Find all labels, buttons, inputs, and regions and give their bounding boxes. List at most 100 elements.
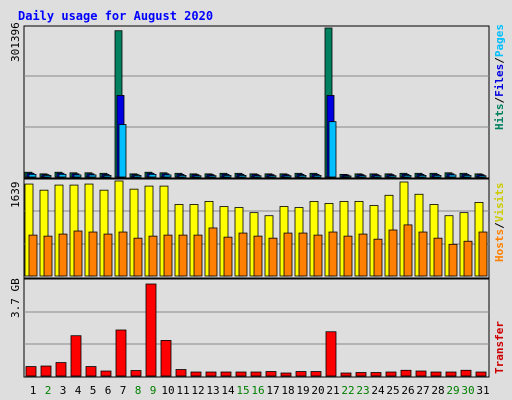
hits-bars <box>24 27 487 178</box>
day-label: 3 <box>60 384 67 397</box>
transfer-bar <box>460 369 472 377</box>
transfer-bar <box>115 329 127 377</box>
hosts-bar <box>163 234 173 277</box>
transfer-bar <box>325 331 337 377</box>
hosts-bar <box>58 233 68 277</box>
day-label: 23 <box>356 384 369 397</box>
pages-bar <box>433 174 442 178</box>
day-label: 15 <box>236 384 249 397</box>
hits-ymax-label: 301396 <box>9 22 22 62</box>
day-label: 4 <box>75 384 82 397</box>
day-label: 10 <box>161 384 174 397</box>
transfer-bar <box>355 372 367 377</box>
transfer-bar <box>280 372 292 377</box>
pages-bar <box>28 173 37 178</box>
visits-side-label: Hosts/Visits <box>493 183 506 263</box>
hosts-bar <box>238 232 248 277</box>
transfer-panel: 3.7 GB Transfer <box>9 278 506 378</box>
day-label: 11 <box>176 384 189 397</box>
pages-bar <box>343 175 352 178</box>
side-label-hosts: Hosts <box>493 229 506 262</box>
day-label: 30 <box>461 384 474 397</box>
hosts-bar <box>118 231 128 277</box>
hosts-bar <box>178 234 188 277</box>
day-label: 26 <box>401 384 414 397</box>
side-label-hits: Hits <box>493 104 506 131</box>
hosts-bar <box>253 235 263 277</box>
transfer-bar <box>385 371 397 377</box>
pages-bar <box>478 175 487 178</box>
hosts-bar <box>343 235 353 277</box>
hosts-bar <box>88 231 98 277</box>
pages-bar <box>118 124 127 178</box>
day-label: 22 <box>341 384 354 397</box>
transfer-bar <box>250 371 262 377</box>
pages-bar <box>313 174 322 178</box>
day-label: 21 <box>326 384 339 397</box>
hosts-bar <box>193 234 203 277</box>
hosts-bar <box>418 231 428 277</box>
day-label: 13 <box>206 384 219 397</box>
pages-bar <box>193 175 202 178</box>
transfer-bar <box>310 371 322 377</box>
day-label: 29 <box>446 384 459 397</box>
hosts-bar <box>268 237 278 277</box>
transfer-bar <box>445 371 457 377</box>
day-label: 5 <box>90 384 97 397</box>
pages-bar <box>43 174 52 178</box>
hits-panel-frame <box>23 25 490 179</box>
pages-bar <box>88 174 97 178</box>
hosts-bar <box>208 227 218 277</box>
day-label: 1 <box>30 384 37 397</box>
transfer-bar <box>145 283 157 377</box>
hosts-bar <box>103 233 113 277</box>
hosts-bar <box>388 229 398 277</box>
hosts-bar <box>283 232 293 277</box>
day-label: 18 <box>281 384 294 397</box>
pages-bar <box>103 174 112 178</box>
hosts-bar <box>73 230 83 277</box>
transfer-bar <box>235 371 247 377</box>
pages-bar <box>253 175 262 178</box>
hosts-bar <box>148 235 158 277</box>
transfer-bar <box>190 371 202 377</box>
transfer-bar <box>220 371 232 377</box>
pages-bar <box>268 175 277 178</box>
day-label: 8 <box>135 384 142 397</box>
day-label: 25 <box>386 384 399 397</box>
hits-panel: 301396 Hits/Files/Pages <box>9 22 506 179</box>
transfer-bar <box>100 370 112 377</box>
day-axis: 1 2 3 4 5 6 7 8 9 10 11 12 13 14 15 16 17 18 19 20 21 22 23 24 2… <box>30 384 490 397</box>
transfer-panel-frame <box>23 278 490 378</box>
visits-panel: 1639 Hosts/Visits <box>9 178 506 279</box>
pages-bar <box>298 174 307 178</box>
transfer-bars <box>25 283 487 377</box>
transfer-bar <box>160 340 172 377</box>
transfer-bar <box>415 370 427 377</box>
hosts-bar <box>28 234 38 277</box>
transfer-bar <box>85 366 97 377</box>
pages-bar <box>238 174 247 178</box>
hosts-bar <box>478 231 488 277</box>
hosts-bar <box>373 238 383 277</box>
transfer-ymax-label: 3.7 GB <box>9 278 22 318</box>
day-label: 27 <box>416 384 429 397</box>
day-label: 28 <box>431 384 444 397</box>
transfer-bar <box>370 372 382 377</box>
chart-title: Daily usage for August 2020 <box>18 9 213 23</box>
hosts-bar <box>463 240 473 277</box>
pages-bar <box>133 174 142 178</box>
day-label: 16 <box>251 384 264 397</box>
pages-bar <box>463 174 472 178</box>
day-label: 31 <box>476 384 489 397</box>
transfer-side-label: Transfer <box>493 321 506 374</box>
pages-bar <box>373 175 382 178</box>
transfer-bar <box>130 370 142 377</box>
side-label-visits: Visits <box>493 183 506 223</box>
day-label: 12 <box>191 384 204 397</box>
hosts-bar <box>358 233 368 277</box>
transfer-bar <box>175 369 187 377</box>
hits-side-label: Hits/Files/Pages <box>493 24 506 130</box>
pages-bar <box>328 121 337 178</box>
